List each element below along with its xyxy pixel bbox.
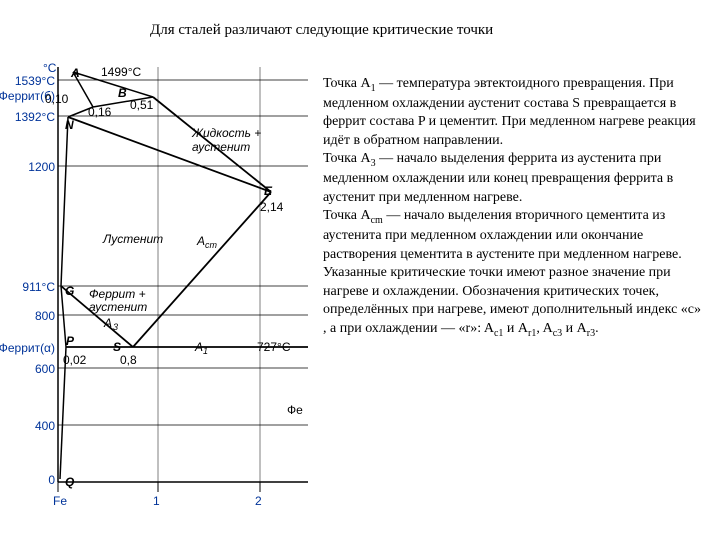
y-tick-label: 600: [35, 362, 55, 376]
p4b: и A: [503, 321, 528, 336]
phase-label: 1499°C: [101, 65, 141, 79]
phase-label: Фе: [287, 403, 303, 417]
phase-label: A: [195, 340, 203, 354]
phase-label: 0,10: [45, 92, 68, 106]
phase-label: 0,51: [130, 98, 153, 112]
subc1: c1: [494, 327, 503, 338]
phase-label: A: [71, 66, 80, 80]
x-tick-label: Fe: [53, 494, 67, 508]
p4e: .: [595, 321, 599, 336]
x-tick-label: 1: [153, 494, 160, 508]
phase-label: A: [197, 234, 205, 248]
phase-label: аустенит: [192, 140, 250, 154]
phase-label: 0,8: [120, 353, 137, 367]
y-tick-label: 1200: [28, 160, 55, 174]
y-tick-label: 911°C: [22, 280, 55, 294]
page-title: Для сталей различают следующие критическ…: [150, 22, 493, 39]
phase-label: N: [65, 118, 74, 132]
p1a: Точка A: [323, 76, 371, 91]
subcm: cm: [371, 215, 383, 226]
p4c: , A: [536, 321, 552, 336]
y-tick-label: 1392°C: [15, 110, 55, 124]
y-tick-label: Феррит(α): [0, 341, 55, 355]
phase-label: G: [65, 284, 74, 298]
p2b: — начало выделения феррита из аустенита …: [323, 151, 673, 204]
y-tick-label: 400: [35, 419, 55, 433]
phase-label: P: [66, 334, 74, 348]
phase-label: аустенит: [89, 300, 147, 314]
phase-label: 3: [113, 322, 118, 332]
p4d: и A: [562, 321, 587, 336]
p3a: Точка A: [323, 208, 371, 223]
phase-label: Q: [65, 475, 74, 489]
phase-label: 0,16: [88, 105, 111, 119]
x-tick-label: 2: [255, 494, 262, 508]
phase-label: S: [113, 340, 121, 354]
subr3: r3: [587, 327, 595, 338]
y-tick-label: 800: [35, 309, 55, 323]
phase-label: E: [264, 184, 272, 198]
y-tick-label: 1539°C: [15, 74, 55, 88]
p2a: Точка A: [323, 151, 371, 166]
y-tick-label: 0: [48, 473, 55, 487]
phase-label: 2,14: [260, 200, 283, 214]
phase-label: cm: [205, 240, 217, 250]
phase-label: 1: [203, 346, 208, 356]
phase-diagram: °C 1539°CФеррит(б)1392°C1200911°C800Ферр…: [3, 62, 316, 512]
phase-label: 0,02: [63, 353, 86, 367]
p1b: — температура эвтектоидного превращения.…: [323, 76, 696, 148]
phase-label: Феррит +: [89, 287, 146, 301]
phase-label: Жидкость +: [192, 126, 261, 140]
phase-label: А: [104, 316, 112, 330]
description-text: Точка A1 — температура эвтектоидного пре…: [323, 75, 705, 340]
subc3: c3: [553, 327, 562, 338]
phase-label: B: [118, 86, 127, 100]
phase-label: Лустенит: [103, 232, 163, 246]
phase-label: 727°C: [257, 340, 291, 354]
